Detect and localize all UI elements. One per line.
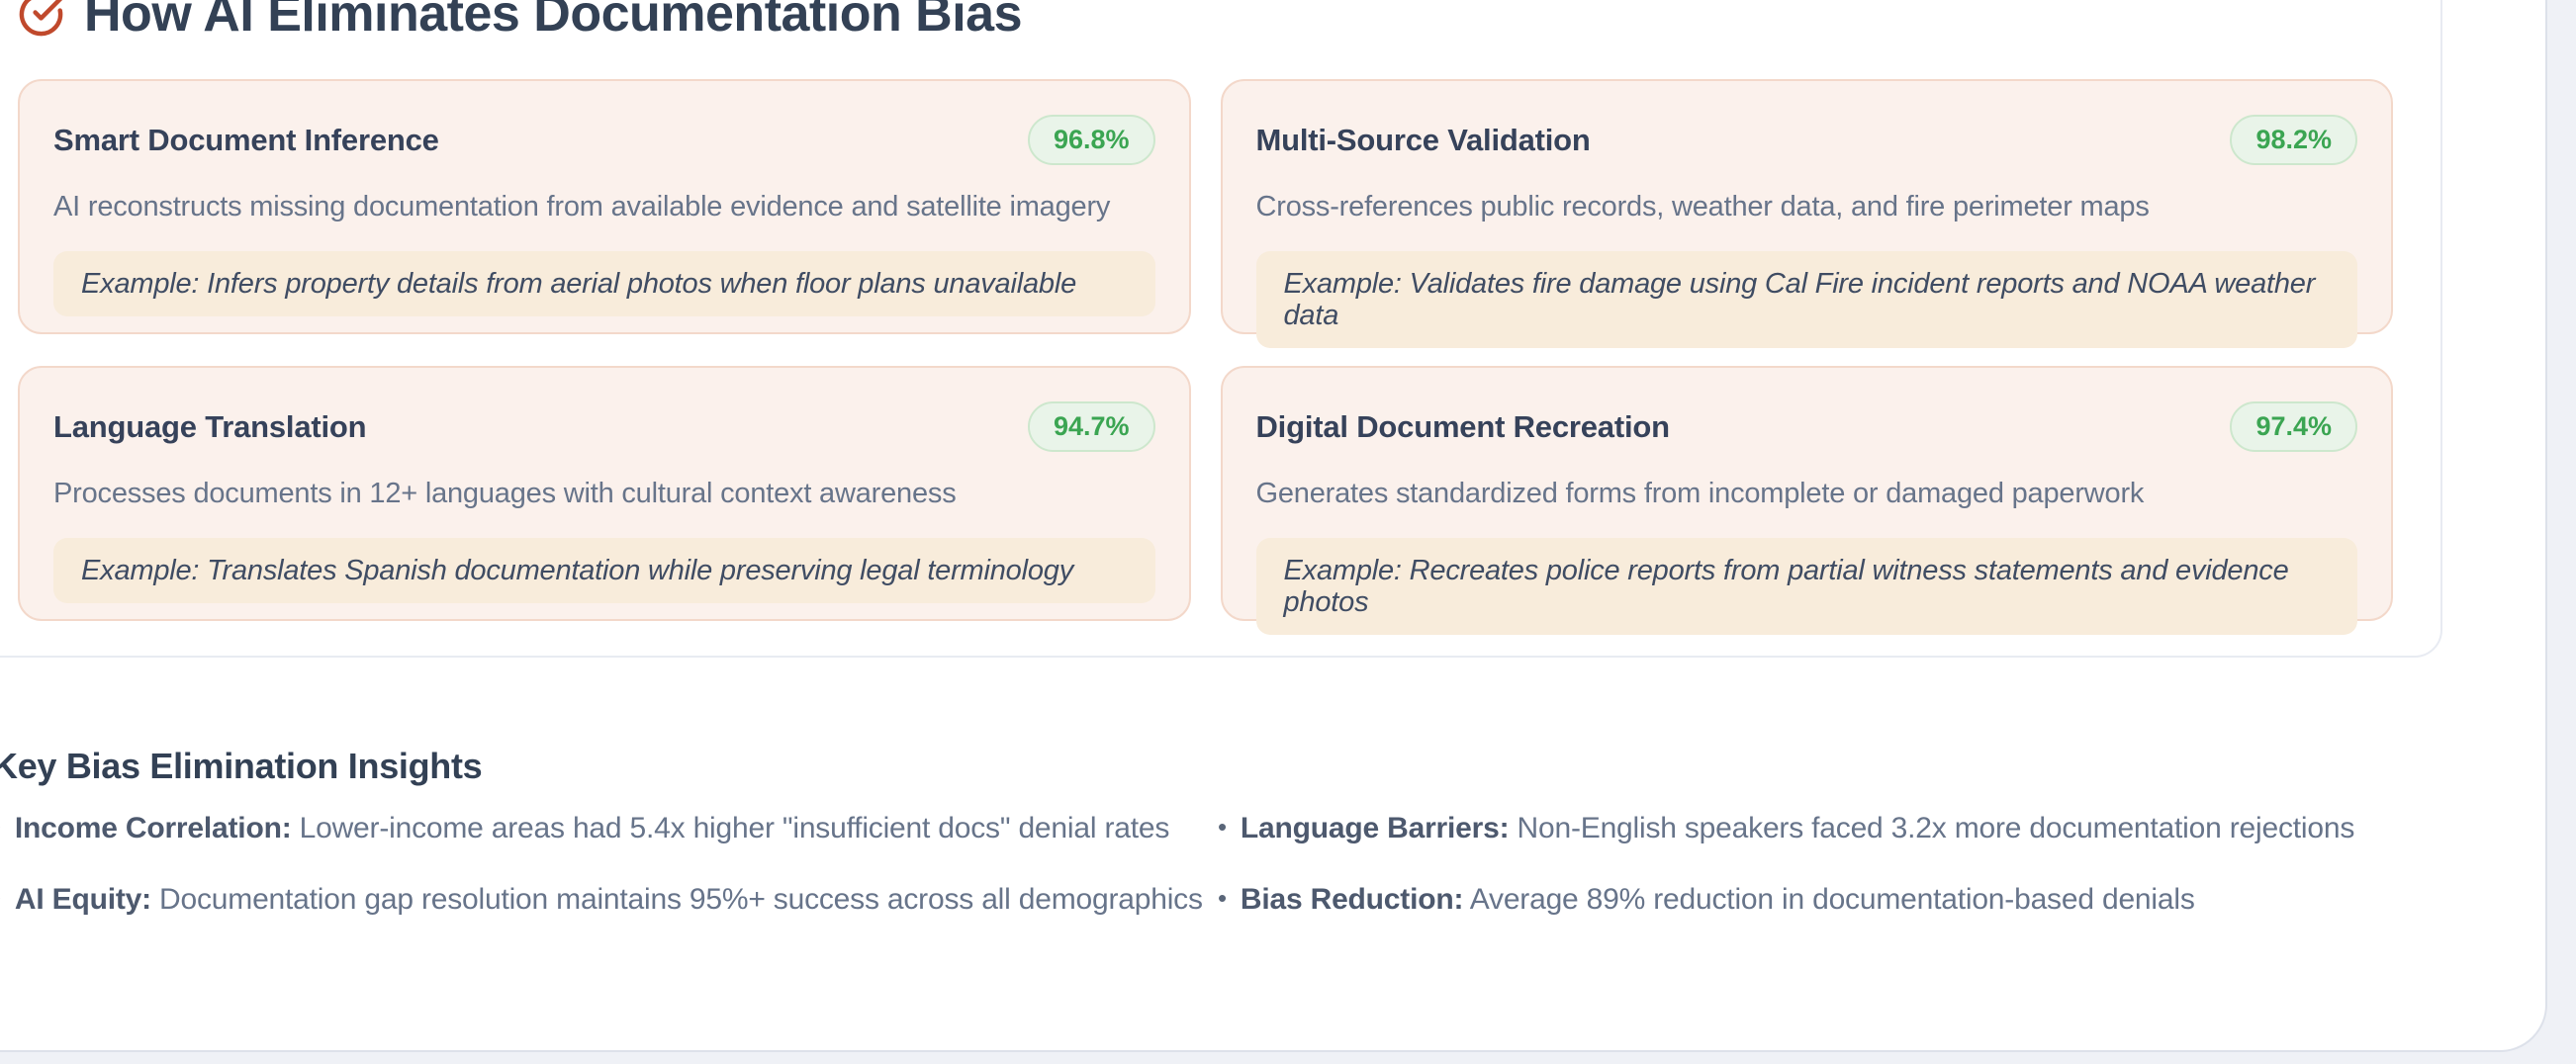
insight-text: Documentation gap resolution maintains 9… [159,883,1203,916]
card-multi-source-validation: Multi-Source Validation 98.2% Cross-refe… [1220,79,2393,348]
insight-label: Language Barriers: [1240,812,1510,844]
check-circle-icon [19,0,63,36]
insight-text: Lower-income areas had 5.4x higher "insu… [299,812,1170,844]
card-description: Generates standardized forms from incomp… [1255,478,2145,509]
accuracy-badge: 94.7% [1027,401,1155,452]
accuracy-badge: 96.8% [1027,115,1155,165]
card-title: Smart Document Inference [53,123,439,157]
accuracy-badge: 97.4% [2230,401,2357,452]
card-example: Example: Infers property details from ae… [53,251,1155,316]
card-example: Example: Recreates police reports from p… [1255,538,2357,635]
insight-label: Bias Reduction: [1240,883,1464,916]
card-description: AI reconstructs missing documentation fr… [53,191,1111,222]
main-content-panel: How AI Eliminates Documentation Bias Sma… [0,0,2547,1052]
insight-language-barriers: Language Barriers: Non-English speakers … [1218,809,2443,848]
card-title: Language Translation [53,409,367,444]
card-description: Processes documents in 12+ languages wit… [53,478,957,509]
card-language-translation: Language Translation 94.7% Processes doc… [18,366,1191,621]
card-header: Language Translation 94.7% [53,401,1155,452]
card-header: Digital Document Recreation 97.4% [1255,401,2357,452]
insight-text: Non-English speakers faced 3.2x more doc… [1517,812,2355,844]
insight-ai-equity: AI Equity: Documentation gap resolution … [0,880,1218,920]
section-header: How AI Eliminates Documentation Bias [18,0,2393,43]
card-example: Example: Translates Spanish documentatio… [53,538,1155,603]
card-title: Digital Document Recreation [1255,409,1671,444]
ai-documentation-bias-section: How AI Eliminates Documentation Bias Sma… [0,0,2442,658]
card-smart-document-inference: Smart Document Inference 96.8% AI recons… [18,79,1191,334]
section-title: How AI Eliminates Documentation Bias [84,0,1023,43]
card-digital-document-recreation: Digital Document Recreation 97.4% Genera… [1220,366,2393,635]
key-insights-section: Key Bias Elimination Insights Income Cor… [0,746,2443,920]
insight-bias-reduction: Bias Reduction: Average 89% reduction in… [1218,880,2443,920]
accuracy-badge: 98.2% [2230,115,2357,165]
card-description: Cross-references public records, weather… [1255,191,2150,222]
insights-heading: Key Bias Elimination Insights [0,746,483,786]
card-example: Example: Validates fire damage using Cal… [1255,251,2357,348]
feature-cards-grid: Smart Document Inference 96.8% AI recons… [18,79,2393,635]
insight-label: Income Correlation: [14,812,292,844]
card-title: Multi-Source Validation [1255,123,1591,157]
insight-label: AI Equity: [14,883,151,916]
card-header: Smart Document Inference 96.8% [53,115,1155,165]
insights-grid: Income Correlation: Lower-income areas h… [0,809,2443,920]
insight-income-correlation: Income Correlation: Lower-income areas h… [0,809,1218,848]
card-header: Multi-Source Validation 98.2% [1255,115,2357,165]
insight-text: Average 89% reduction in documentation-b… [1469,883,2195,916]
